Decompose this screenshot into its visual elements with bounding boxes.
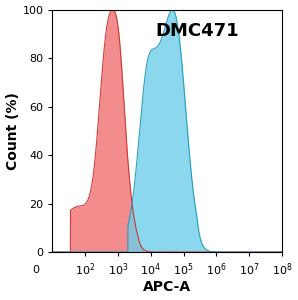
Y-axis label: Count (%): Count (%)	[6, 92, 20, 170]
Text: 0: 0	[32, 266, 39, 275]
X-axis label: APC-A: APC-A	[143, 280, 191, 294]
Text: DMC471: DMC471	[155, 22, 239, 40]
